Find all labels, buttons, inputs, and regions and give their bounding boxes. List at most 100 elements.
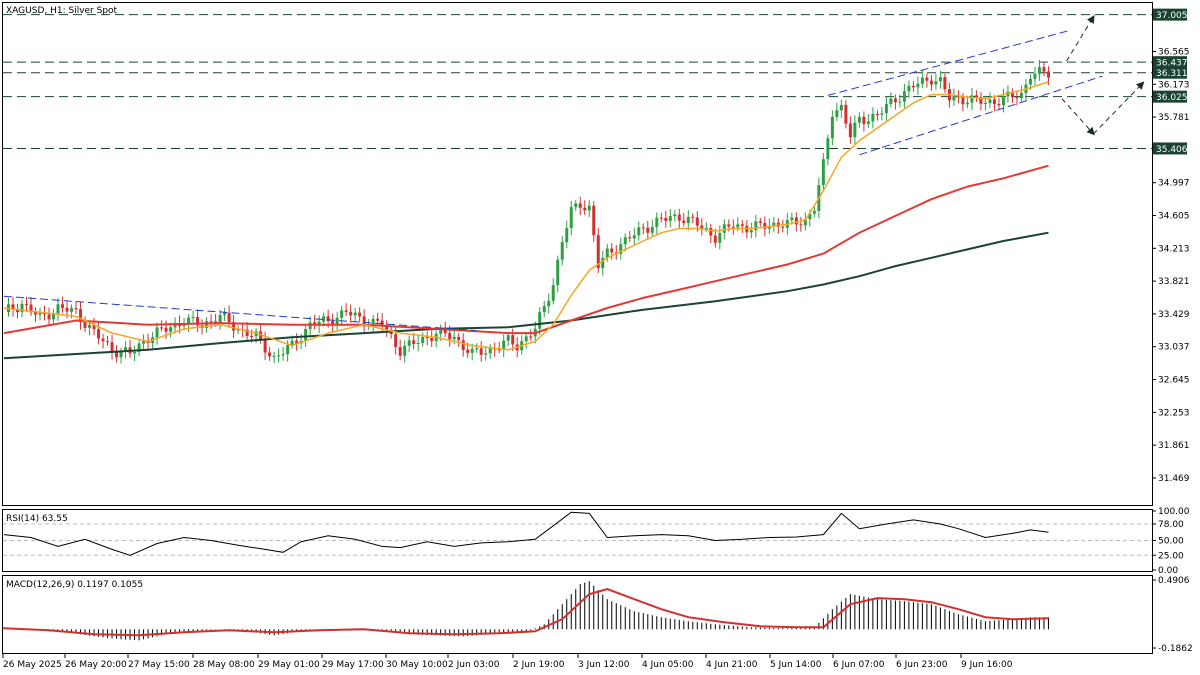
candle-body — [754, 221, 758, 231]
candle-body — [880, 113, 884, 115]
candle-body — [1046, 71, 1050, 78]
candle-body — [1033, 73, 1037, 79]
candle-body — [583, 207, 587, 211]
candle-body — [461, 340, 465, 350]
candle-body — [623, 237, 627, 245]
moving-averages — [3, 81, 1049, 360]
time-tick-label: 6 Jun 07:00 — [833, 660, 885, 670]
level-tag-label: 36.025 — [1156, 93, 1188, 103]
candle-body — [277, 355, 281, 357]
candle-body — [619, 244, 623, 254]
candle-body — [934, 81, 938, 85]
candle-body — [331, 321, 335, 326]
candle-body — [376, 318, 380, 321]
price-tick-label: 35.781 — [1158, 113, 1190, 123]
candle-body — [326, 316, 330, 322]
candle-body — [524, 336, 528, 342]
candle-body — [232, 322, 236, 331]
candle-body — [983, 103, 987, 105]
rsi-tick-label: 0.00 — [1158, 566, 1178, 576]
time-tick-label: 4 Jun 05:00 — [642, 660, 694, 670]
candle-body — [182, 324, 186, 327]
candle-body — [560, 242, 564, 260]
candle-body — [362, 316, 366, 327]
candle-body — [857, 116, 861, 123]
price-tick-label: 33.037 — [1158, 343, 1190, 353]
candle-body — [709, 227, 713, 236]
candle-body — [871, 113, 875, 122]
price-tick-label: 31.861 — [1158, 441, 1190, 451]
candle-body — [529, 336, 533, 338]
candle-body — [929, 80, 933, 85]
candle-body — [965, 102, 969, 105]
candle-body — [1028, 78, 1032, 85]
price-tick-label: 36.565 — [1158, 47, 1190, 57]
candle-body — [227, 312, 231, 323]
candle-body — [686, 216, 690, 224]
candle-body — [385, 326, 389, 330]
candle-body — [979, 97, 983, 104]
candle-body — [349, 311, 353, 316]
candle-body — [673, 214, 677, 217]
level-tag — [1153, 90, 1187, 103]
time-axis: 26 May 2025 26 May 20:00 27 May 15:00 28 Ma… — [2, 654, 1013, 670]
candle-body — [844, 104, 848, 124]
candle-body — [632, 235, 636, 239]
candle-body — [101, 338, 105, 342]
candle-body — [695, 217, 699, 226]
candle-body — [173, 322, 177, 328]
candle-body — [821, 159, 825, 186]
candle-body — [848, 123, 852, 138]
candle-body — [506, 335, 510, 341]
candle-body — [592, 205, 596, 236]
candle-body — [358, 312, 362, 317]
price-tick-label: 31.469 — [1158, 474, 1190, 484]
candle-body — [641, 227, 645, 229]
time-tick-label: 2 Jun 19:00 — [513, 660, 565, 670]
candle-body — [650, 227, 654, 233]
macd-tick-label: -0.1862 — [1158, 644, 1193, 654]
candle-body — [893, 98, 897, 103]
candle-body — [668, 216, 672, 221]
candle-body — [317, 321, 321, 326]
candle-body — [943, 77, 947, 90]
candle-body — [488, 348, 492, 354]
candle-body — [952, 96, 956, 101]
candle-body — [718, 232, 722, 243]
candle-body — [407, 340, 411, 346]
candle-body — [956, 96, 960, 98]
rsi-tick-label: 100.00 — [1158, 507, 1190, 517]
macd-panel-frame — [2, 575, 1153, 654]
candle-body — [542, 306, 546, 313]
candle-body — [916, 83, 920, 88]
price-tick-label: 36.173 — [1158, 80, 1190, 90]
candle-body — [371, 318, 375, 326]
macd-title: MACD(12,26,9) 0.1197 0.1055 — [6, 580, 143, 590]
candle-body — [659, 217, 663, 219]
candle-body — [457, 336, 461, 341]
candle-body — [205, 321, 209, 328]
time-tick-label: 30 May 10:00 — [386, 660, 448, 670]
ema-mid-line — [3, 164, 1049, 335]
candle-body — [29, 304, 33, 313]
candle-body — [713, 235, 717, 243]
candle-body — [497, 349, 501, 351]
candle-body — [52, 313, 56, 320]
level-tag — [1153, 142, 1187, 155]
candle-body — [452, 336, 456, 340]
chart-title: XAGUSD, H1: Silver Spot — [6, 6, 118, 16]
candle-body — [992, 99, 996, 104]
price-tick-label: 34.997 — [1158, 179, 1190, 189]
candle-body — [245, 329, 249, 337]
candle-body — [448, 333, 452, 340]
candle-body — [763, 222, 767, 229]
candle-body — [907, 85, 911, 92]
price-tick-label: 32.645 — [1158, 376, 1190, 386]
candle-body — [223, 312, 227, 315]
candle-body — [830, 116, 834, 139]
rsi-tick-label: 25.00 — [1158, 551, 1184, 561]
candle-body — [155, 327, 159, 338]
level-tag-label: 35.406 — [1156, 145, 1188, 155]
candle-body — [790, 217, 794, 221]
